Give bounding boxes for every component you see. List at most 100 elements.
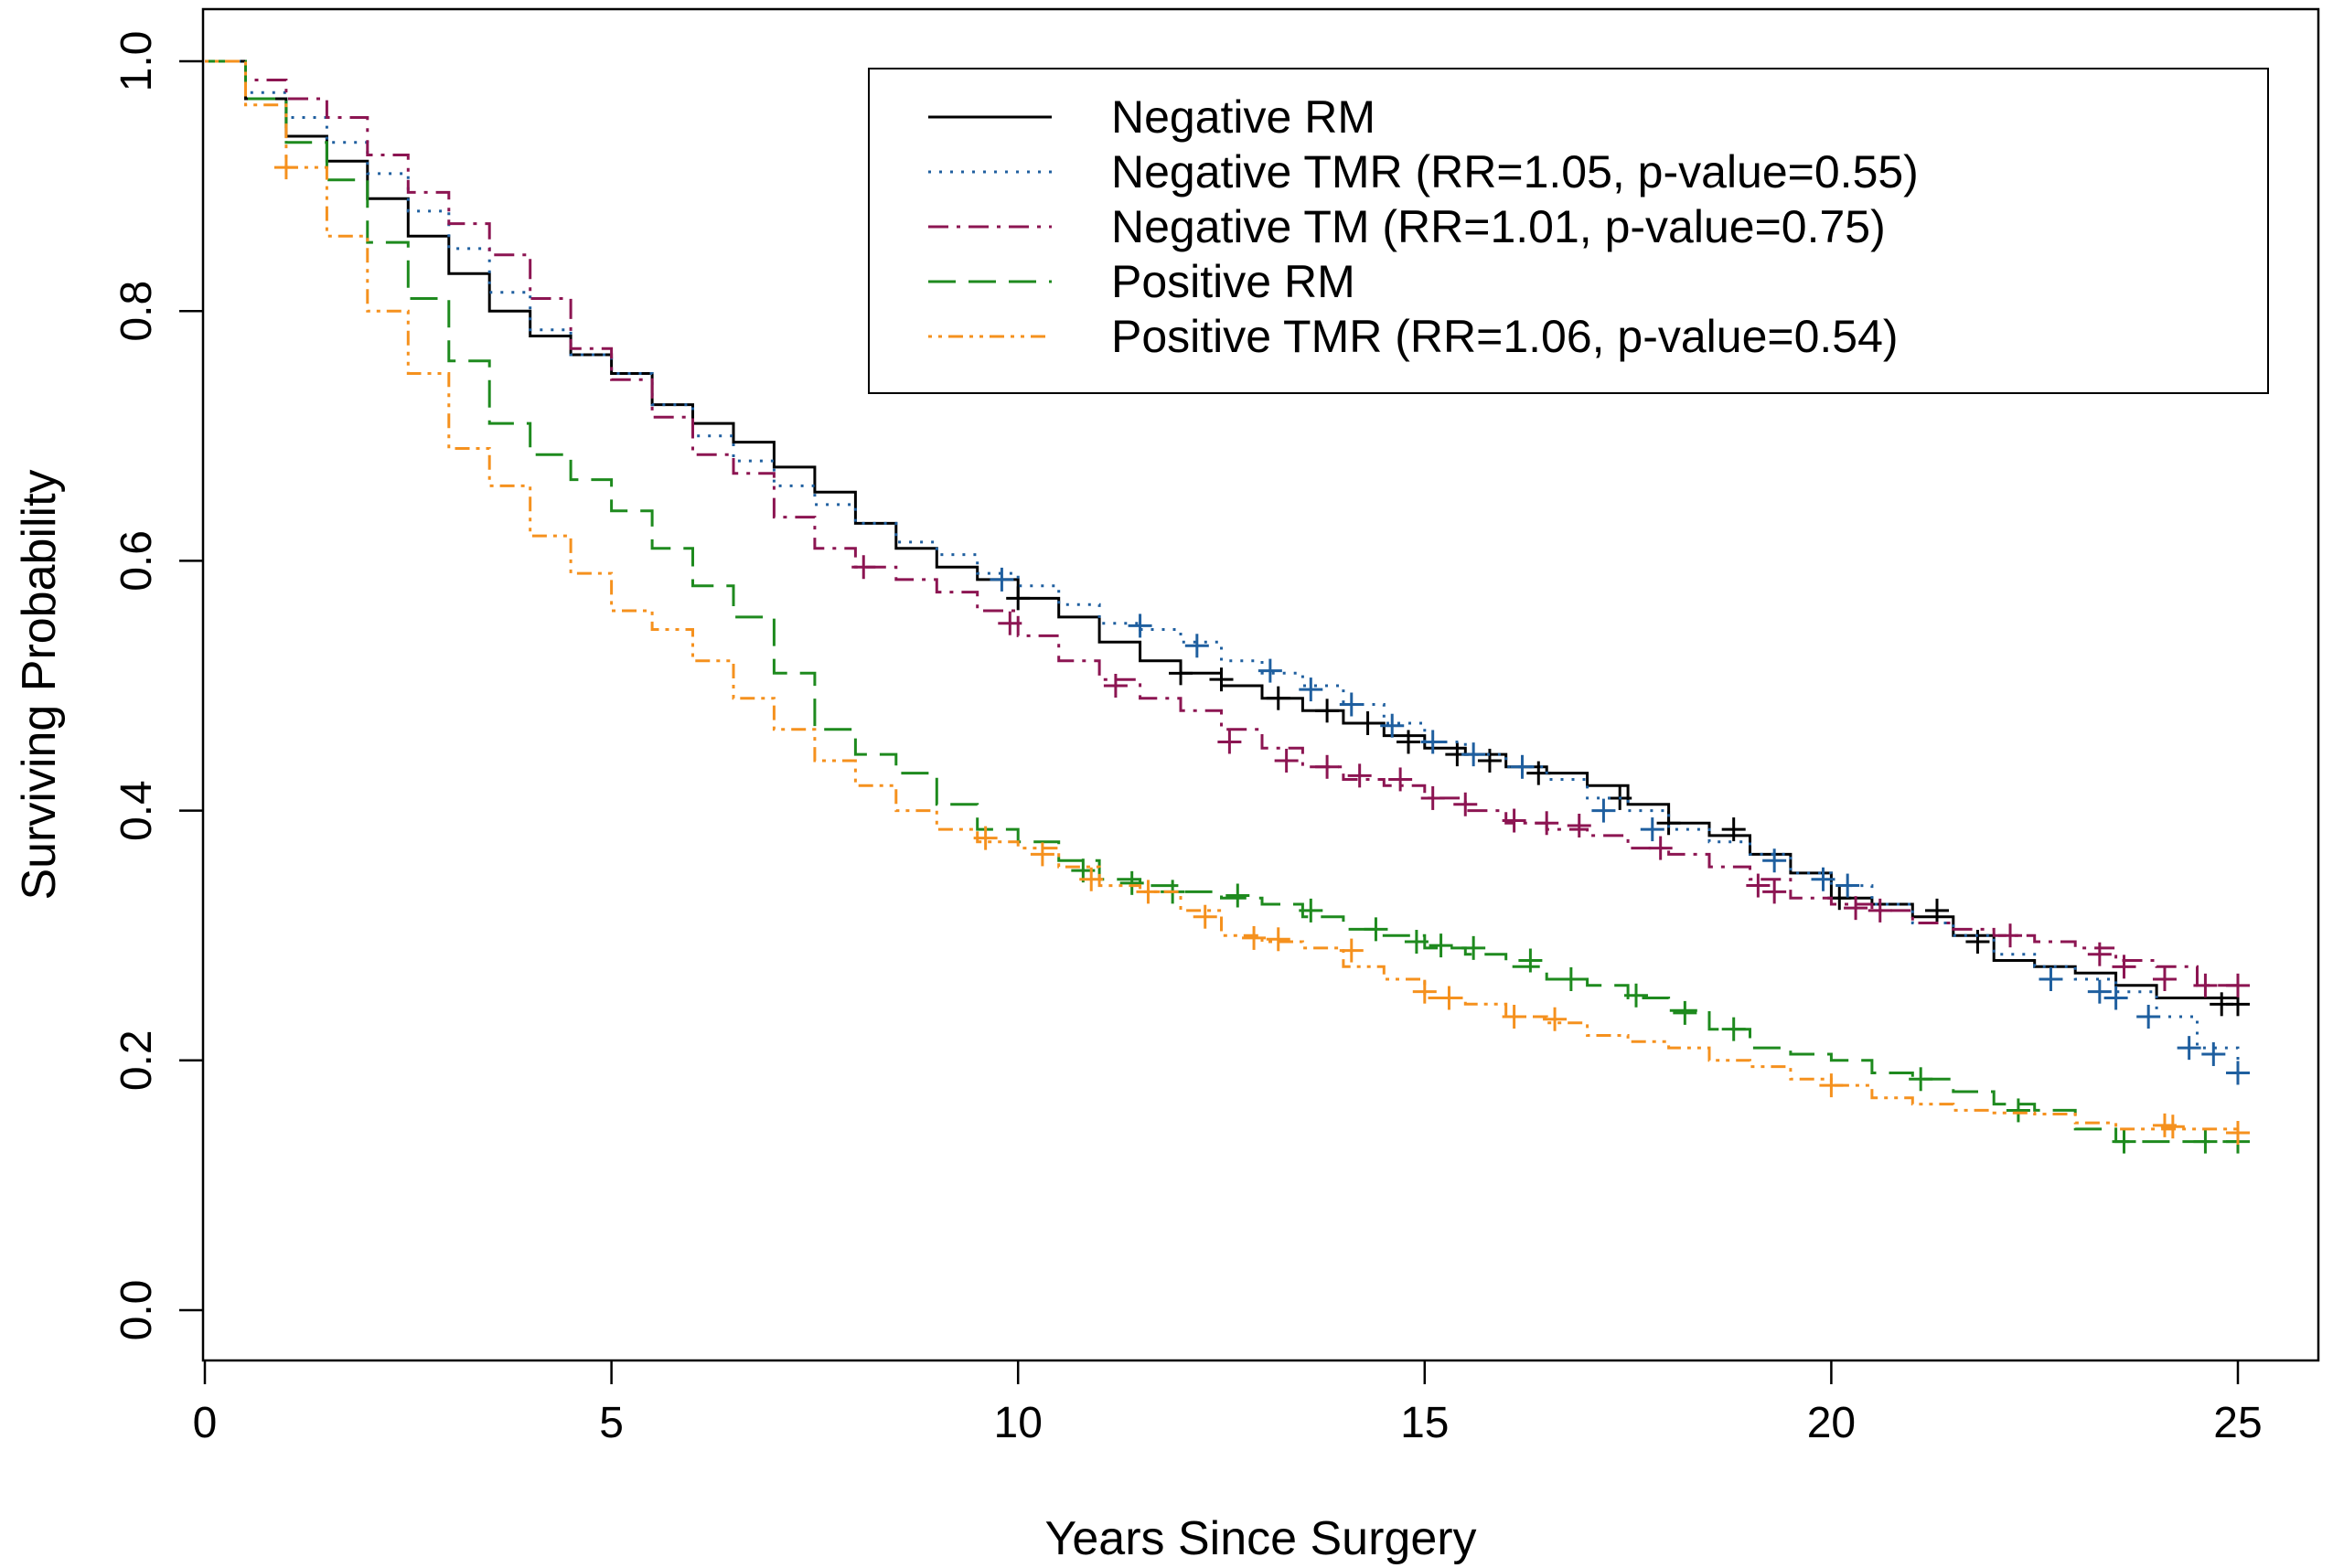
censor-mark — [1225, 883, 1250, 908]
censor-mark — [2193, 973, 2218, 997]
censor-mark — [1420, 730, 1445, 754]
x-axis: 0 5 10 15 20 25 — [193, 1360, 2263, 1447]
censor-mark — [1315, 699, 1340, 723]
censor-mark — [1867, 898, 1892, 923]
censor-mark — [1909, 1067, 1933, 1092]
legend: Negative RM Negative TMR (RR=1.05, p-val… — [868, 68, 2269, 394]
censor-mark — [1762, 880, 1787, 904]
x-tick-label: 15 — [1400, 1399, 1449, 1447]
censor-mark — [1339, 692, 1364, 717]
censor-mark — [1355, 710, 1380, 735]
censor-mark — [2103, 986, 2128, 1010]
curve-positive-rm — [205, 59, 2238, 1144]
censor-mark — [1079, 867, 1104, 891]
censor-mark — [2226, 1121, 2250, 1146]
y-tick-label: 0.4 — [112, 780, 161, 841]
censor-mark — [1535, 811, 1559, 836]
censor-mark — [1412, 979, 1437, 1004]
censor-mark — [1762, 848, 1787, 873]
censor-mark — [1510, 754, 1535, 779]
censor-mark — [1119, 870, 1144, 895]
x-tick-label: 25 — [2213, 1399, 2262, 1447]
censor-mark — [1502, 808, 1526, 833]
censor-mark — [2193, 1129, 2218, 1154]
censor-mark — [1030, 842, 1054, 867]
censor-mark — [851, 555, 876, 580]
legend-box — [868, 68, 2269, 394]
x-tick-label: 0 — [193, 1399, 218, 1447]
y-tick-label: 0.6 — [112, 530, 161, 592]
x-tick-label: 20 — [1807, 1399, 1856, 1447]
censor-mark — [1217, 730, 1242, 754]
curve-negative-tmr — [205, 59, 2240, 1073]
legend-label-negative-rm: Negative RM — [1111, 91, 1375, 143]
censor-mark — [2039, 967, 2063, 992]
censor-mark — [2177, 1036, 2201, 1061]
censor-mark — [990, 567, 1014, 592]
censor-mark — [2152, 967, 2177, 992]
y-axis: 0.0 0.2 0.4 0.6 0.8 1.0 — [112, 31, 203, 1340]
censor-mark — [1299, 898, 1323, 923]
censor-mark — [1420, 785, 1445, 810]
censor-mark — [1591, 798, 1616, 823]
censor-mark — [1388, 767, 1413, 792]
y-tick-label: 0.2 — [112, 1029, 161, 1091]
censor-mark — [1518, 948, 1543, 973]
curve-positive-tmr — [205, 59, 2240, 1136]
censor-mark — [1257, 658, 1282, 683]
censor-mark — [1364, 917, 1388, 942]
censor-mark — [273, 155, 298, 180]
censor-mark — [1299, 677, 1323, 702]
y-tick-label: 0.8 — [112, 281, 161, 342]
censor-mark — [998, 611, 1022, 635]
censor-mark — [1998, 923, 2023, 948]
censor-mark — [1274, 748, 1299, 773]
censor-mark — [1746, 873, 1771, 898]
censor-mark — [1844, 896, 1868, 921]
censor-mark — [1136, 880, 1161, 904]
censor-mark — [1404, 930, 1429, 955]
censor-mark — [1558, 967, 1583, 992]
y-axis-title: Surviving Probability — [13, 469, 66, 900]
censor-mark — [1461, 935, 1486, 960]
censor-mark — [1193, 904, 1217, 929]
censor-mark — [2226, 973, 2250, 997]
censor-mark — [1169, 661, 1193, 686]
censor-mark — [1502, 1004, 1526, 1029]
censor-mark — [1623, 983, 1648, 1008]
censor-mark — [1242, 925, 1267, 950]
curve-negative-rm — [205, 59, 2238, 999]
censor-mark — [2112, 1129, 2136, 1154]
censor-mark — [1339, 938, 1364, 963]
censor-mark — [1103, 674, 1128, 698]
censor-mark — [1640, 817, 1664, 842]
censor-mark — [2006, 1098, 2030, 1123]
survival-curves — [205, 59, 2250, 1154]
censor-mark — [1315, 754, 1340, 779]
censor-mark — [1266, 927, 1290, 952]
censor-mark — [1209, 667, 1234, 692]
censor-mark — [973, 826, 998, 850]
censor-mark — [1429, 933, 1453, 958]
plot-frame — [201, 7, 2320, 1362]
censor-mark — [1347, 763, 1372, 788]
x-tick-label: 10 — [994, 1399, 1043, 1447]
censor-mark — [1477, 748, 1502, 773]
censor-mark — [1461, 742, 1486, 767]
legend-label-positive-rm: Positive RM — [1111, 256, 1355, 307]
censor-mark — [2087, 979, 2112, 1004]
legend-label-negative-tm: Negative TM (RR=1.01, p-value=0.75) — [1111, 201, 1886, 252]
curve-negative-tm — [205, 59, 2238, 987]
censor-mark — [1567, 813, 1591, 837]
x-axis-title: Years Since Surgery — [1044, 1512, 1476, 1565]
censor-mark — [1128, 613, 1152, 638]
censor-mark — [1437, 986, 1461, 1010]
censor-mark — [1673, 1000, 1697, 1025]
censor-mark — [1184, 634, 1209, 658]
censor-mark — [2112, 955, 2136, 979]
censor-mark — [1266, 686, 1290, 710]
censor-mark — [2160, 1115, 2185, 1139]
censor-mark — [2226, 1061, 2250, 1085]
legend-label-positive-tmr: Positive TMR (RR=1.06, p-value=0.54) — [1111, 311, 1899, 362]
